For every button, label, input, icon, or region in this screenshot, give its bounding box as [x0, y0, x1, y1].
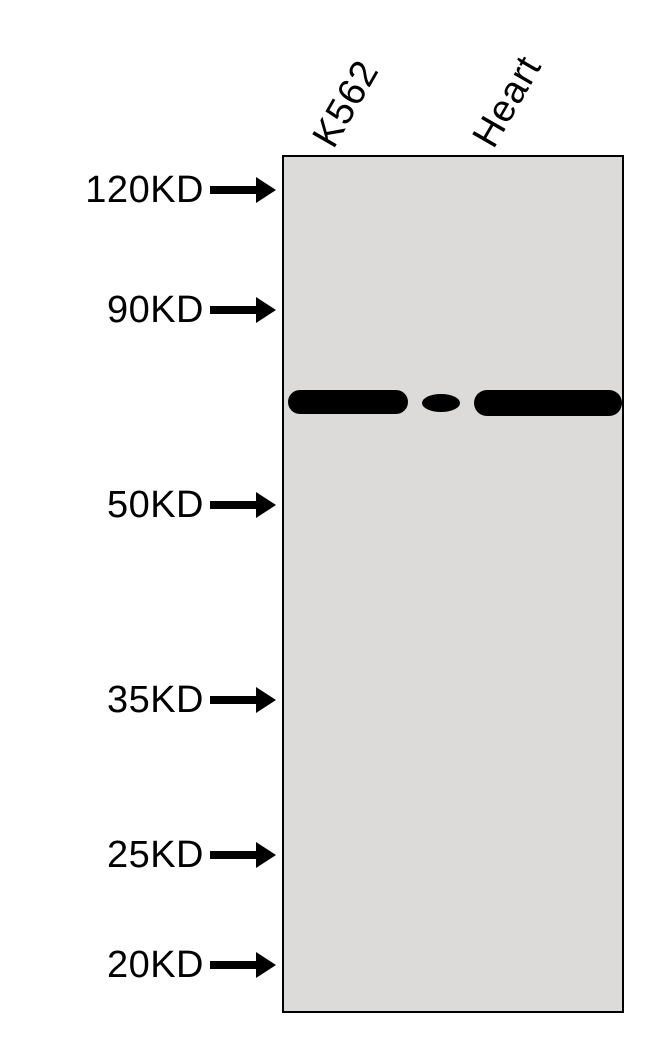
band-K562-dot	[422, 394, 460, 412]
mw-marker-50KD: 50KD	[0, 485, 276, 525]
arrow-right-icon	[210, 687, 276, 713]
lane-label-heart: Heart	[465, 49, 551, 155]
band-Heart	[474, 390, 622, 416]
arrow-right-icon	[210, 297, 276, 323]
mw-marker-label: 25KD	[107, 834, 204, 877]
western-blot-figure: 120KD 90KD 50KD 35KD 25KD 20KD K562 Heart	[0, 0, 650, 1040]
mw-marker-35KD: 35KD	[0, 680, 276, 720]
mw-marker-label: 90KD	[107, 289, 204, 332]
blot-membrane	[282, 155, 624, 1013]
arrow-right-icon	[210, 842, 276, 868]
mw-marker-25KD: 25KD	[0, 835, 276, 875]
arrow-right-icon	[210, 952, 276, 978]
lane-label-k562: K562	[305, 53, 389, 155]
mw-marker-label: 35KD	[107, 679, 204, 722]
mw-marker-20KD: 20KD	[0, 945, 276, 985]
arrow-right-icon	[210, 177, 276, 203]
mw-marker-label: 20KD	[107, 944, 204, 987]
band-K562-left	[288, 390, 408, 414]
arrow-right-icon	[210, 492, 276, 518]
mw-marker-label: 50KD	[107, 484, 204, 527]
mw-marker-90KD: 90KD	[0, 290, 276, 330]
mw-marker-label: 120KD	[85, 169, 204, 212]
mw-marker-120KD: 120KD	[0, 170, 276, 210]
